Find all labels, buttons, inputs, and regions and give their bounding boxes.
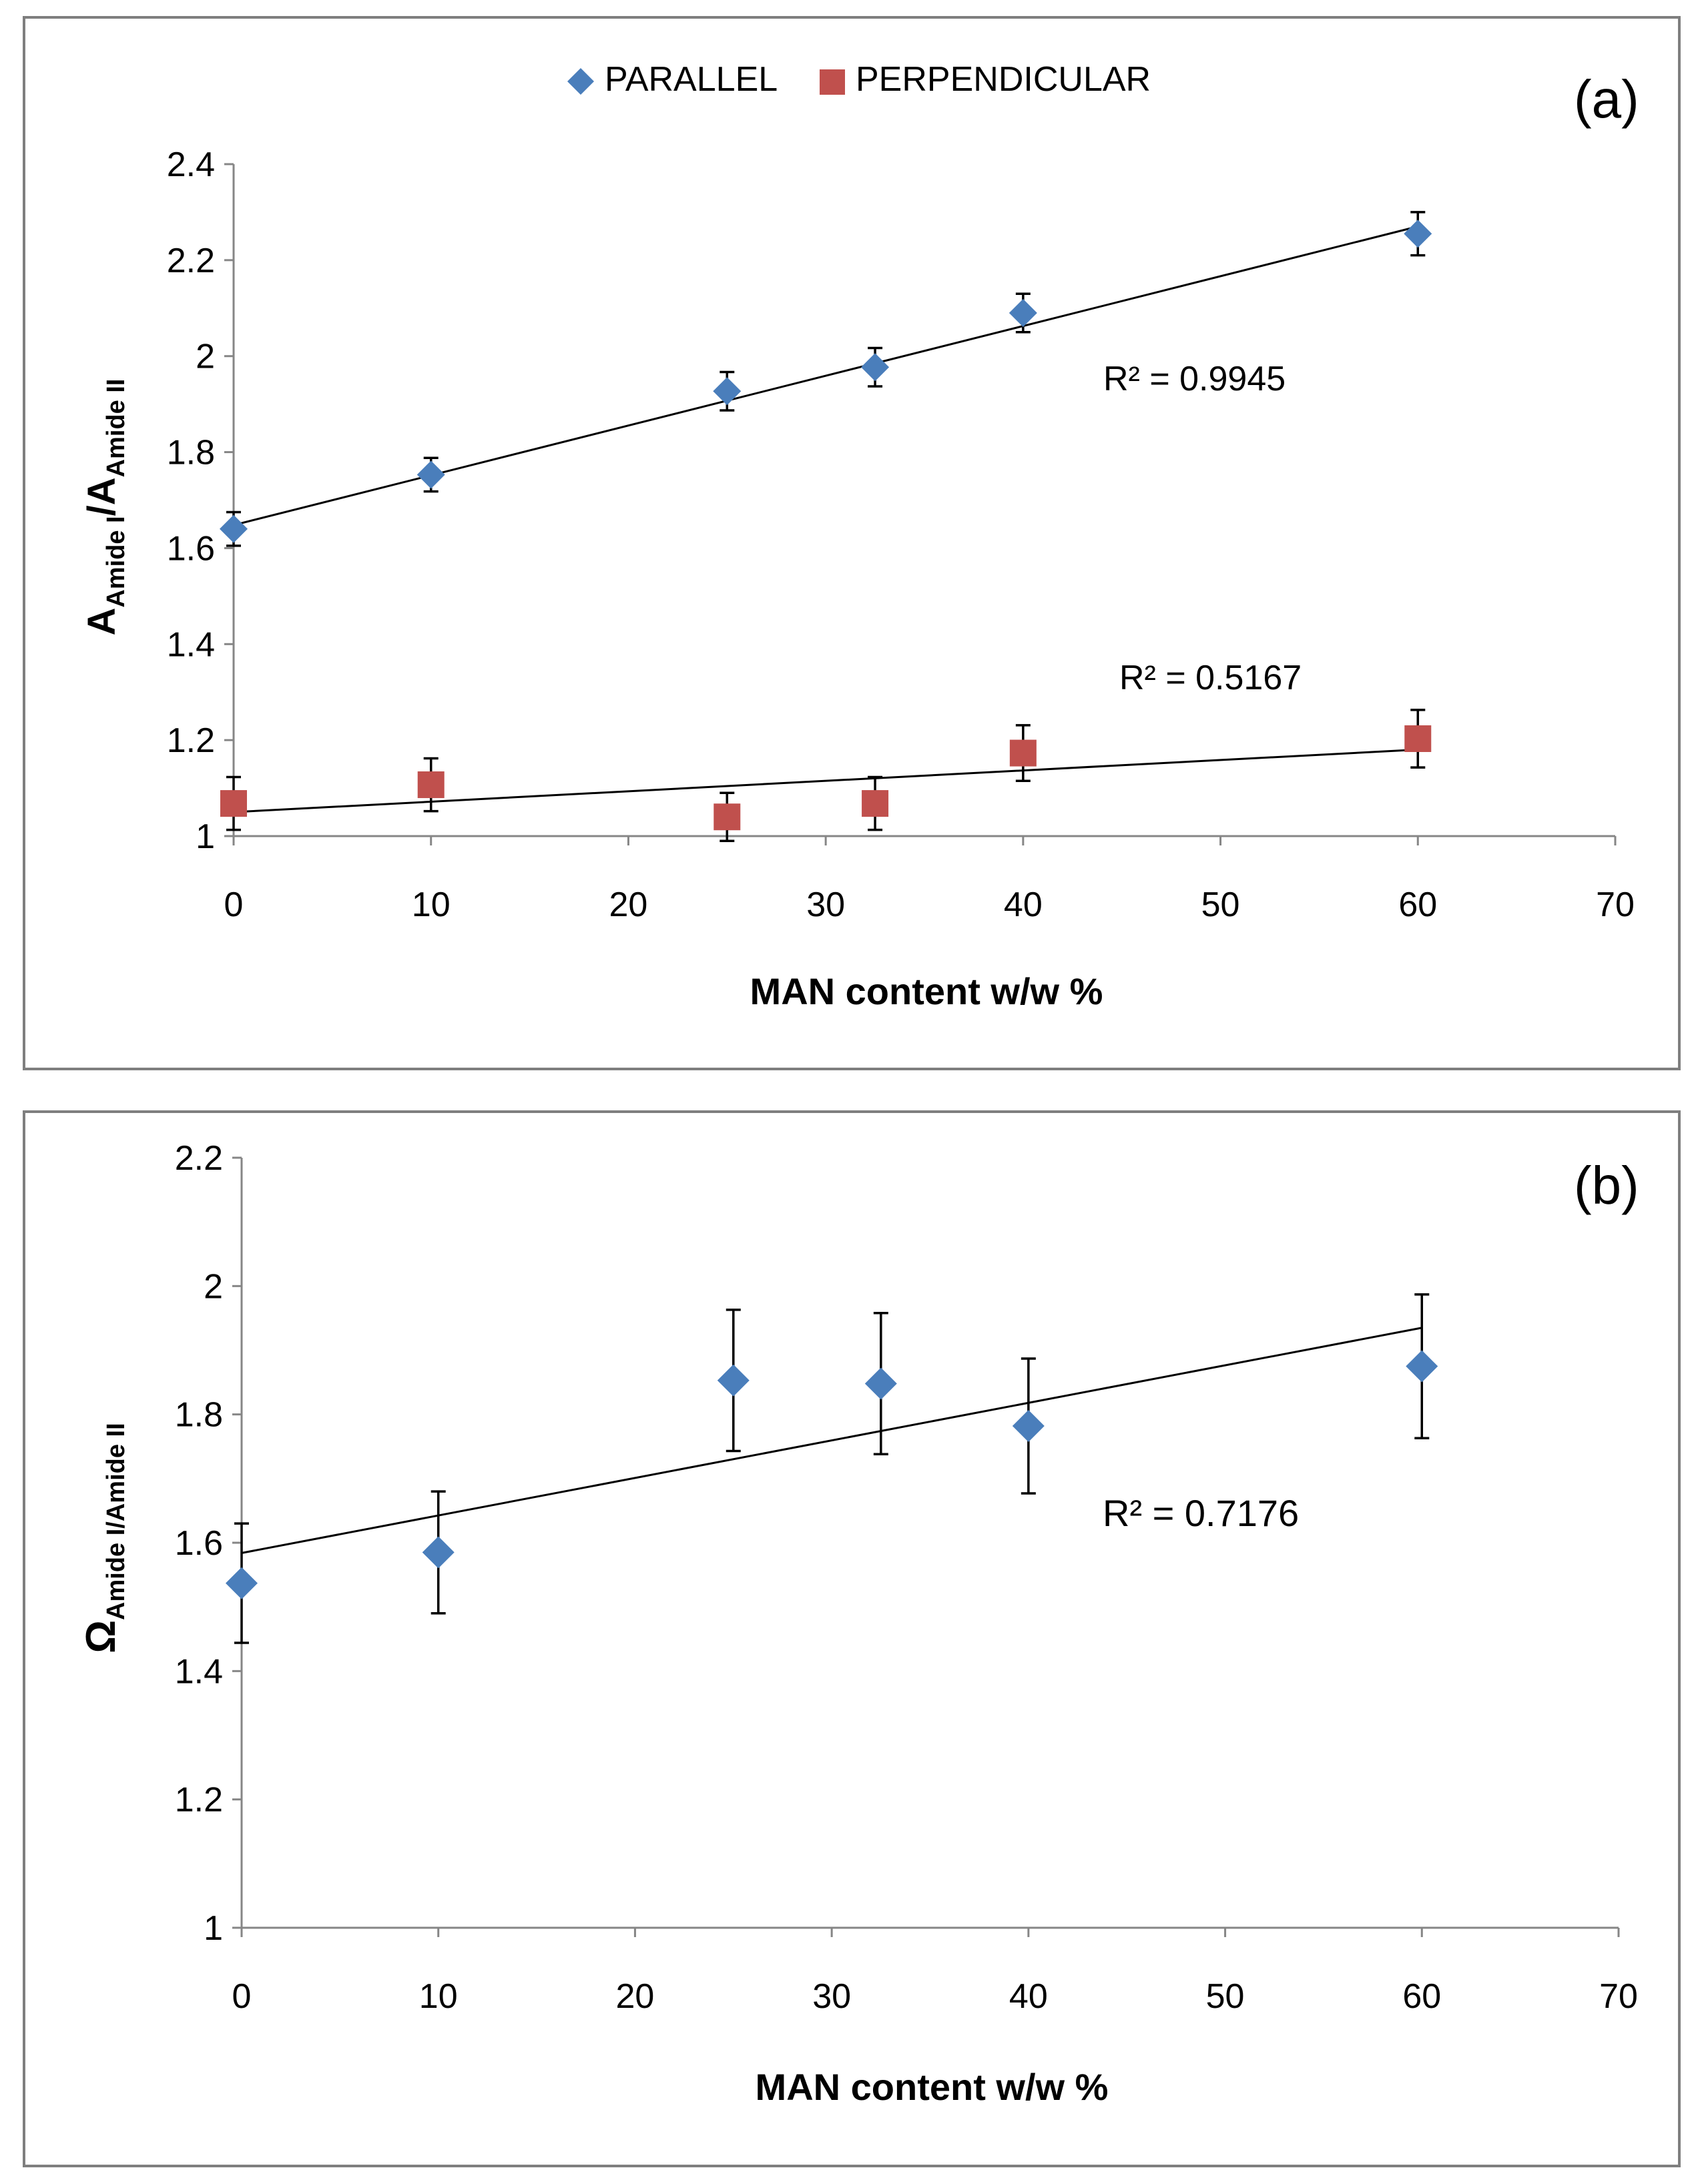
y-tick-label: 1.8 (167, 434, 215, 472)
panel-a: PARALLEL PERPENDICULAR (a) 1 1.2 1.4 1.6 1.8… (23, 16, 1681, 1070)
legend-square-marker (820, 69, 845, 95)
r2-label-perpendicular: R² = 0.5167 (1119, 659, 1302, 697)
y-tick-label: 2 (196, 338, 215, 376)
y-tick-label: 2.2 (175, 1139, 223, 1178)
data-point-diamond (861, 353, 890, 382)
x-tick-label: 20 (616, 1977, 655, 2016)
y-tick-label: 1.2 (167, 721, 215, 760)
x-tick-label: 30 (806, 885, 845, 924)
data-point-square (1404, 725, 1432, 752)
data-point-diamond (864, 1367, 897, 1400)
y-tick-label: 1.4 (175, 1652, 223, 1691)
x-tick-label: 60 (1402, 1977, 1441, 2016)
y-axis-label-sep: /A (80, 477, 123, 516)
legend-label-parallel: PARALLEL (605, 60, 778, 99)
y-tick-label: 1.2 (175, 1781, 223, 1820)
x-tick-label: 50 (1206, 1977, 1245, 2016)
x-tick-label: 50 (1201, 885, 1240, 924)
plot-marks (220, 211, 1432, 842)
x-tick-label: 70 (1596, 885, 1635, 924)
data-point-diamond (220, 514, 248, 543)
legend-item-perpendicular: PERPENDICULAR (820, 60, 1151, 99)
panel-label: (a) (1574, 69, 1639, 129)
y-tick-label: 2 (204, 1267, 223, 1306)
panel-b: (b) 1 1.2 1.4 1.6 1.8 2 2.2 0 10 20 30 40 50 60 70 R²… (23, 1110, 1681, 2167)
data-point-diamond (1009, 298, 1037, 327)
data-point-square (714, 803, 741, 831)
data-point-square (417, 771, 445, 799)
x-tick-label: 70 (1599, 1977, 1638, 2016)
y-axis-label-main: A (80, 608, 123, 636)
r2-label-parallel: R² = 0.9945 (1103, 360, 1286, 398)
data-point-diamond (422, 1536, 455, 1569)
y-tick-label: 1.8 (175, 1396, 223, 1435)
y-tick-label: 2.2 (167, 242, 215, 280)
r2-label: R² = 0.7176 (1103, 1492, 1299, 1534)
data-point-diamond (416, 460, 445, 489)
y-axis-label-sub1: Amide I/Amide II (102, 1423, 130, 1620)
y-ticks: 1 1.2 1.4 1.6 1.8 2 2.2 (175, 1139, 242, 1948)
x-tick-label: 10 (419, 1977, 458, 2016)
y-tick-label: 1.4 (167, 625, 215, 664)
data-point-diamond (713, 377, 742, 406)
y-tick-label: 1 (196, 817, 215, 856)
y-tick-label: 2.4 (167, 145, 215, 184)
x-tick-label: 0 (224, 885, 244, 924)
y-tick-label: 1 (204, 1909, 223, 1948)
data-point-square (862, 790, 889, 817)
data-point-square (220, 790, 247, 817)
y-ticks: 1 1.2 1.4 1.6 1.8 2 2.2 2.4 (167, 145, 234, 856)
y-axis-label-main: Ω (78, 1620, 124, 1654)
data-point-diamond (1012, 1409, 1045, 1442)
panel-a-frame (23, 16, 1681, 1070)
plot-marks (226, 1293, 1438, 1644)
data-point-diamond (717, 1364, 750, 1397)
panel-b-frame (23, 1110, 1681, 2167)
y-tick-label: 1.6 (175, 1524, 223, 1563)
x-tick-label: 40 (1009, 1977, 1048, 2016)
x-axis-label: MAN content w/w % (756, 2066, 1109, 2108)
data-point-square (1009, 739, 1037, 767)
legend-diamond-marker (567, 68, 594, 95)
x-ticks: 0 10 20 30 40 50 60 70 (232, 1928, 1638, 2016)
legend-label-perpendicular: PERPENDICULAR (856, 60, 1151, 99)
legend: PARALLEL PERPENDICULAR (567, 60, 1151, 99)
y-tick-label: 1.6 (167, 529, 215, 568)
legend-item-parallel: PARALLEL (567, 60, 778, 99)
x-tick-label: 0 (232, 1977, 252, 2016)
x-ticks: 0 10 20 30 40 50 60 70 (224, 836, 1635, 924)
y-axis-label: ΩAmide I/Amide II (78, 1423, 130, 1653)
x-tick-label: 40 (1004, 885, 1043, 924)
y-axis-label: AAmide I/AAmide II (80, 379, 130, 636)
y-axis-label-sub2: Amide II (102, 379, 130, 478)
x-axis-label: MAN content w/w % (750, 970, 1103, 1012)
x-tick-label: 10 (412, 885, 451, 924)
data-point-diamond (1404, 220, 1432, 248)
x-tick-label: 60 (1398, 885, 1437, 924)
x-tick-label: 30 (812, 1977, 851, 2016)
y-axis-label-sub1: Amide I (102, 516, 130, 607)
panel-label: (b) (1574, 1156, 1639, 1215)
data-point-diamond (1406, 1350, 1438, 1383)
x-tick-label: 20 (609, 885, 648, 924)
data-point-diamond (226, 1567, 258, 1599)
